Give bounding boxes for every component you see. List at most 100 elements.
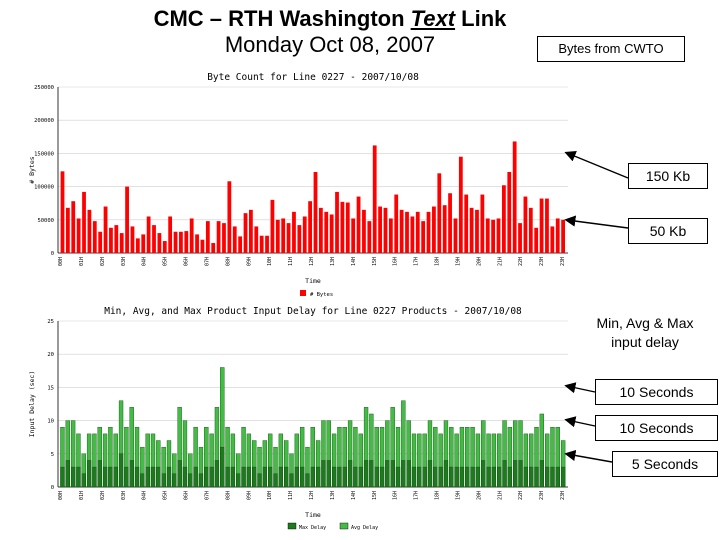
x-tick-label: 22H [518, 491, 524, 500]
callout-150kb: 150 Kb [628, 163, 708, 189]
bar [502, 185, 506, 253]
y-tick-label: 0 [51, 485, 54, 491]
bar-avg-delay [315, 466, 321, 488]
bar-avg-delay [150, 466, 156, 488]
bar-avg-delay [513, 460, 518, 488]
bar [410, 216, 415, 253]
bar-avg-delay [102, 466, 108, 488]
bar-avg-delay [310, 466, 315, 488]
x-tick-label: 23H [539, 491, 545, 500]
y-tick-label: 150000 [34, 151, 54, 157]
x-tick-label: 15H [372, 257, 378, 266]
bar-avg-delay [278, 466, 284, 488]
callout-10-seconds-a: 10 Seconds [595, 379, 718, 405]
bar-avg-delay [161, 473, 166, 488]
bar [383, 207, 388, 253]
x-tick-label: 18H [435, 491, 441, 500]
bar-avg-delay [252, 466, 257, 488]
bar [200, 239, 205, 253]
y-axis-label: Input Delay (sec) [28, 371, 36, 438]
bar [448, 193, 452, 253]
bar [65, 207, 70, 253]
bar-avg-delay [108, 466, 113, 488]
bar [71, 201, 76, 253]
bar [426, 211, 431, 253]
bar-avg-delay [92, 466, 97, 488]
bar [388, 218, 393, 253]
bar-avg-delay [486, 466, 491, 488]
bar-avg-delay [358, 466, 363, 488]
x-tick-label: 04H [142, 257, 148, 266]
bar [469, 207, 474, 253]
y-tick-label: 5 [51, 452, 54, 458]
bar-avg-delay [81, 473, 86, 488]
bar-avg-delay [534, 466, 539, 488]
callout-bytes-from-cwto: Bytes from CWTO [537, 36, 685, 62]
bar [168, 216, 173, 253]
bar-avg-delay [65, 460, 70, 488]
legend-swatch [300, 290, 306, 296]
y-tick-label: 10 [47, 419, 54, 425]
bar [437, 173, 442, 253]
y-tick-label: 15 [47, 385, 54, 391]
bar [512, 141, 517, 253]
bar-avg-delay [491, 466, 497, 488]
bar-avg-delay [550, 466, 555, 488]
bar-avg-delay [401, 460, 406, 488]
chart-title: Byte Count for Line 0227 - 2007/10/08 [207, 72, 419, 83]
bar [528, 207, 533, 253]
bar-avg-delay [299, 466, 305, 488]
bar [367, 221, 372, 253]
x-tick-label: 10H [267, 257, 273, 266]
bar [286, 223, 291, 253]
chart-title: Min, Avg, and Max Product Input Delay fo… [104, 306, 522, 317]
bar-avg-delay [129, 460, 134, 488]
x-tick-label: 10H [267, 491, 273, 500]
bar [265, 235, 269, 253]
bar [98, 231, 103, 253]
x-tick-label: 17H [414, 257, 420, 266]
x-tick-label: 21H [497, 491, 503, 500]
x-tick-label: 19H [455, 257, 461, 266]
bar [243, 213, 248, 253]
x-tick-label: 20H [476, 491, 482, 500]
x-tick-label: 08H [225, 491, 231, 500]
bar-avg-delay [459, 466, 465, 488]
bar [313, 171, 318, 253]
bar-avg-delay [257, 473, 262, 488]
bar [297, 225, 302, 253]
bar-avg-delay [118, 453, 124, 488]
x-tick-label: 05H [163, 257, 169, 266]
x-tick-label: 23H [539, 257, 545, 266]
bar [281, 218, 286, 253]
y-tick-label: 25 [47, 319, 54, 325]
bar-avg-delay [507, 466, 513, 488]
x-tick-label: 16H [393, 257, 399, 266]
arrow-50kb [564, 215, 629, 229]
bar [329, 214, 334, 253]
bar [550, 226, 555, 253]
y-tick-label: 250000 [34, 85, 54, 91]
slide-subtitle: Monday Oct 08, 2007 [224, 32, 436, 57]
x-tick-label: 04H [142, 491, 148, 500]
bar-avg-delay [379, 466, 385, 488]
bar [464, 194, 469, 253]
x-tick-label: 05H [163, 491, 169, 500]
bar-avg-delay [172, 473, 177, 488]
bar-avg-delay [465, 466, 470, 488]
bar [415, 211, 420, 253]
bar [378, 206, 382, 253]
x-tick-label: 14H [351, 491, 357, 500]
x-tick-label: 03H [121, 257, 127, 266]
callout-50kb: 50 Kb [628, 218, 708, 244]
bar [184, 231, 189, 253]
bar-avg-delay [204, 466, 209, 488]
x-tick-label: 14H [351, 257, 357, 266]
bar-avg-delay [449, 466, 454, 488]
bar-avg-delay [523, 466, 529, 488]
bar-avg-delay [193, 466, 198, 488]
bar [405, 211, 409, 253]
bar [318, 207, 323, 253]
bar-avg-delay [97, 460, 102, 488]
bar [211, 243, 216, 253]
